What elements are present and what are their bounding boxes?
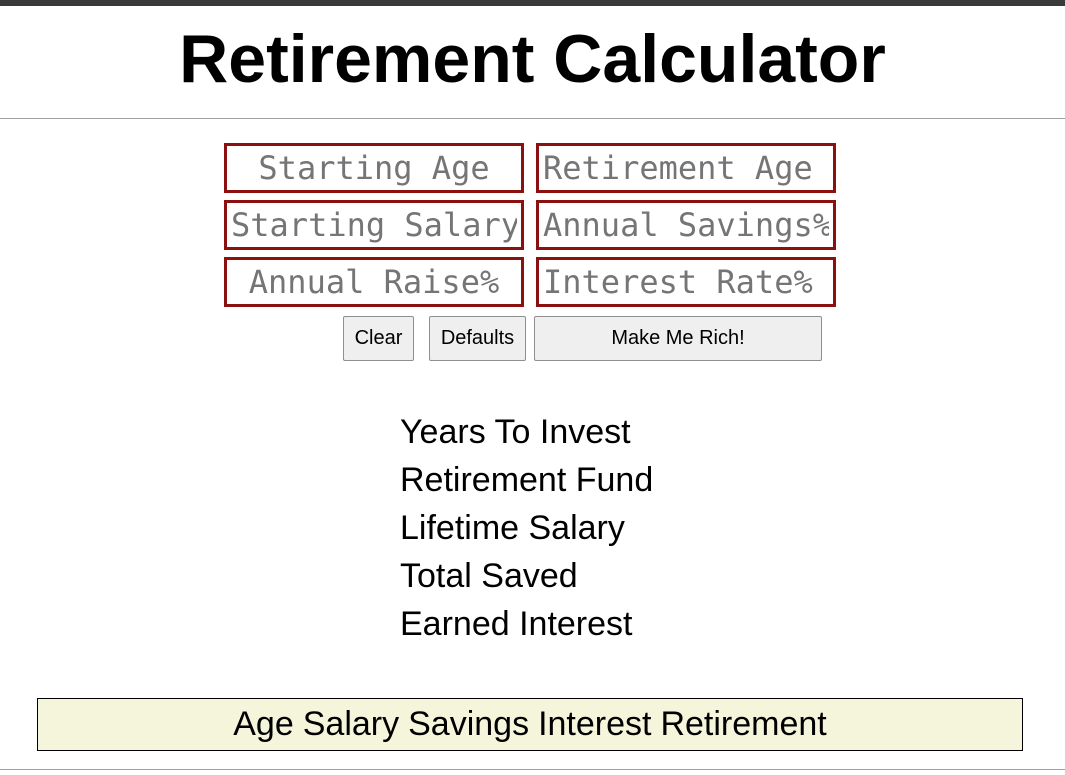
header-divider bbox=[0, 118, 1065, 119]
years-to-invest-result: Years To Invest bbox=[400, 413, 631, 451]
interest-rate-input[interactable] bbox=[536, 257, 836, 307]
column-header-retirement: Retirement bbox=[660, 705, 827, 743]
annual-raise-input[interactable] bbox=[224, 257, 524, 307]
footer-divider bbox=[0, 769, 1065, 770]
results-list: Years To Invest Retirement Fund Lifetime… bbox=[400, 408, 653, 648]
starting-age-input[interactable] bbox=[224, 143, 524, 193]
column-header-interest: Interest bbox=[538, 705, 652, 743]
annual-savings-input[interactable] bbox=[536, 200, 836, 250]
column-header-age: Age bbox=[233, 705, 294, 743]
window-top-bar bbox=[0, 0, 1065, 6]
results-table-header: Age Salary Savings Interest Retirement bbox=[37, 698, 1023, 751]
lifetime-salary-result: Lifetime Salary bbox=[400, 509, 625, 547]
retirement-fund-result: Retirement Fund bbox=[400, 461, 654, 499]
page-title: Retirement Calculator bbox=[179, 21, 886, 97]
defaults-button[interactable]: Defaults bbox=[429, 316, 526, 361]
total-saved-result: Total Saved bbox=[400, 557, 578, 595]
make-me-rich-button[interactable]: Make Me Rich! bbox=[534, 316, 822, 361]
column-header-savings: Savings bbox=[408, 705, 530, 743]
starting-salary-input[interactable] bbox=[224, 200, 524, 250]
clear-button[interactable]: Clear bbox=[343, 316, 414, 361]
earned-interest-result: Earned Interest bbox=[400, 605, 633, 643]
column-header-salary: Salary bbox=[302, 705, 400, 743]
retirement-age-input[interactable] bbox=[536, 143, 836, 193]
